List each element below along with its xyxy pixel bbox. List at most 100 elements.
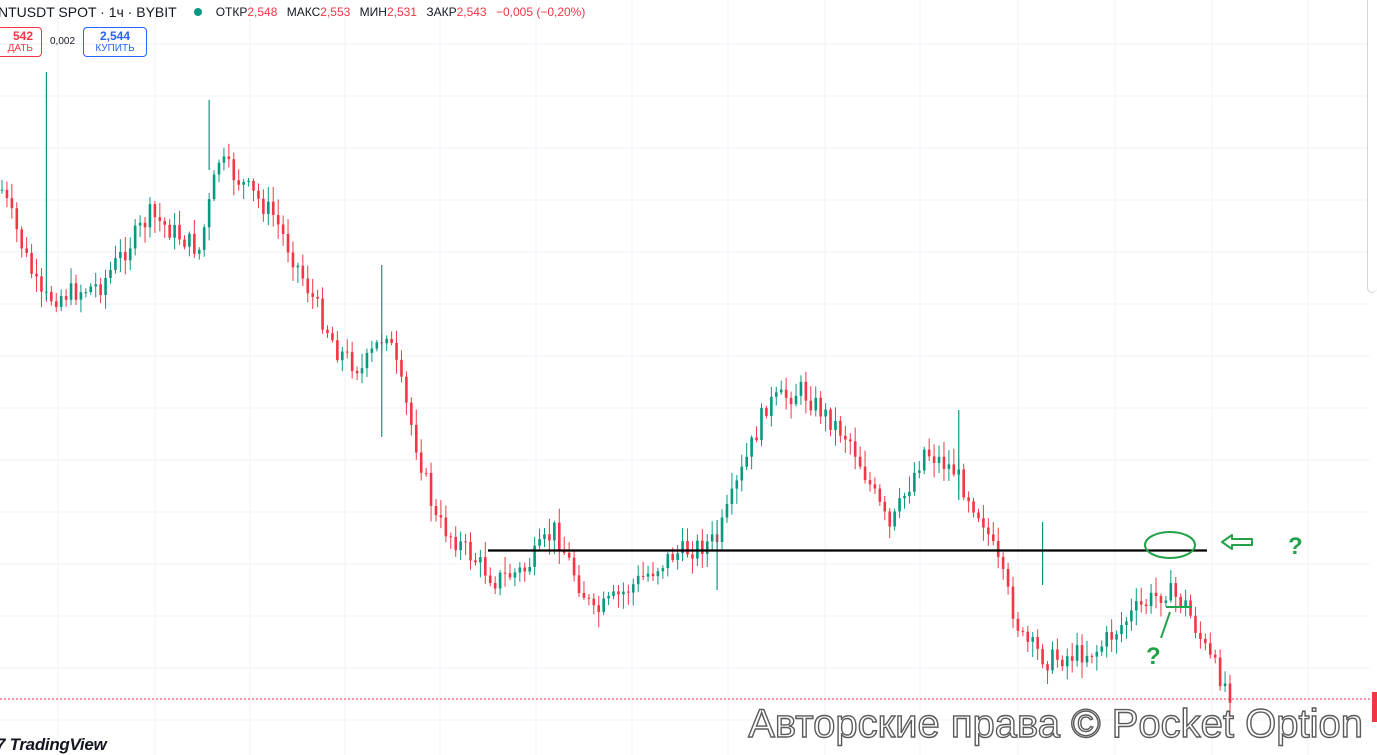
candle-body [562,551,566,553]
candle-body [183,239,186,247]
candle-body [59,296,63,307]
candle-body [587,597,591,599]
candle-body [1065,656,1069,667]
candle-body [691,554,694,559]
candle-body [89,286,93,293]
buy-button[interactable]: 2,544 КУПИТЬ [83,27,147,57]
candle-body [1085,655,1089,663]
candle-body [641,575,645,577]
candle-body [1204,638,1207,644]
candle-body [488,575,492,584]
candle-body [109,269,112,278]
candle-body [128,248,132,261]
candle-body [138,222,142,226]
symbol-title[interactable]: NTUSDT SPOT · 1ч · BYBIT [0,4,177,20]
candle-body [824,409,827,417]
ohlc-legend: ОТКР2,548 МАКС2,553 МИН2,531 ЗАКР2,543 −… [216,5,586,19]
highlight-ellipse[interactable] [1144,531,1196,559]
candle-body [809,400,813,411]
candle-body [705,541,709,554]
candle-body [567,552,571,558]
candle-body [104,277,107,296]
candle-body [1144,604,1148,607]
candle-body [755,437,758,441]
candle-body [676,553,679,560]
candle-body [1070,656,1074,661]
right-scrollbar[interactable] [1367,0,1377,293]
candle-body [572,557,576,576]
tradingview-logo[interactable]: 7 TradingView [0,735,107,754]
candle-body [982,518,985,528]
candle-body [350,352,354,371]
question-mark-right: ? [1288,533,1303,560]
sell-button[interactable]: 542 ДАТЬ [0,27,42,57]
candle-body [133,225,137,249]
candle-body [119,251,122,259]
open-value: 2,548 [247,5,278,19]
candle-body [597,605,601,612]
candle-body [385,338,388,344]
candle-body [942,456,946,469]
candle-body [163,221,167,225]
candle-body [888,511,892,527]
candle-body [671,553,675,560]
candle-body [498,572,502,589]
candle-body [814,397,818,411]
candle-body [927,449,931,457]
candle-body [227,156,231,160]
candle-body [1090,655,1094,657]
candle-body [296,265,300,268]
candle-body [217,162,221,175]
candle-body [932,456,936,464]
candle-body [1105,632,1109,647]
candle-body [523,567,527,572]
candle-body [123,251,127,261]
candle-body [1199,632,1202,639]
candle-body [977,512,980,519]
candle-body [1134,601,1138,611]
candle-body [1130,610,1133,622]
candle-body [237,180,241,185]
candle-body [794,395,798,405]
candle-body [686,541,689,555]
candle-body [784,389,788,398]
candle-body [858,456,862,467]
candle-body [991,534,995,542]
candle-body [765,407,768,416]
candle-body [666,553,670,569]
candle-body [631,584,635,593]
candle-body [553,522,556,541]
candle-body [1021,630,1025,632]
candle-body [844,435,847,440]
candle-body [79,292,83,300]
candle-body [760,407,763,441]
candle-body [340,351,344,361]
candle-body [592,598,596,606]
candle-body [789,397,793,405]
candle-body [148,204,152,228]
question-mark-lower: ? [1146,643,1161,670]
candle-body [188,233,191,247]
candle-body [193,233,196,254]
candle-body [557,522,561,552]
candle-body [405,376,408,403]
candle-body [40,276,43,292]
symbol-header: NTUSDT SPOT · 1ч · BYBIT ОТКР2,548 МАКС2… [0,0,585,24]
candle-body [311,293,314,297]
sell-label: ДАТЬ [7,43,33,54]
candle-body [1125,621,1128,626]
candle-body [1139,601,1143,605]
candle-body [20,229,24,249]
candle-body [25,248,28,253]
highlight-slash[interactable] [1160,611,1171,639]
close-label: ЗАКР [426,5,457,19]
candle-body [513,572,517,578]
candle-body [410,402,413,425]
candle-body [336,340,339,361]
candle-body [913,472,916,492]
left-arrow-icon[interactable] [1221,534,1253,550]
candle-body [661,568,665,572]
candle-body [774,392,778,397]
change-value: −0,005 (−0,20%) [495,5,586,19]
